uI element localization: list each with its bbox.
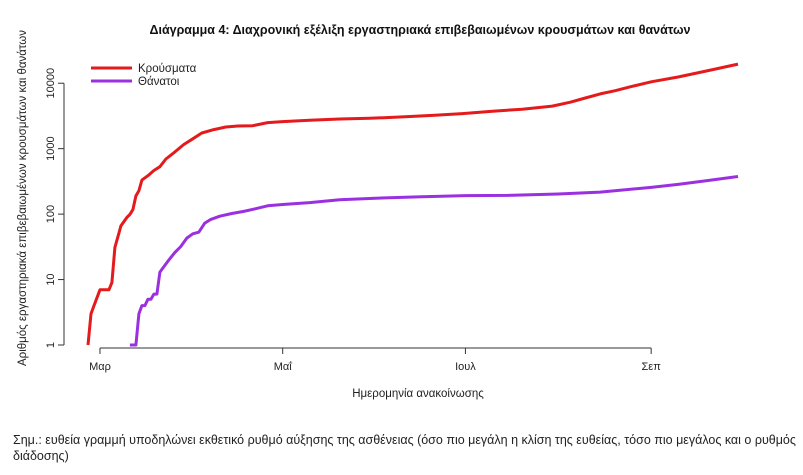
series-line (86, 62, 739, 346)
y-axis-label: Αριθμός εργαστηριακά επιβεβαιωμένων κρου… (17, 30, 29, 366)
x-axis: Μαρ Μαΐ Ιουλ Σεπ (89, 347, 662, 373)
plot-series (86, 62, 739, 347)
y-tick-label: 10 (45, 273, 57, 285)
chart-footnote: Σημ.: ευθεία γραμμή υποδηλώνει εκθετικό … (13, 433, 796, 463)
x-tick-label: Ιουλ (455, 361, 476, 373)
y-axis: 1 10 100 1000 10000 (45, 68, 65, 348)
chart-title: Διάγραμμα 4: Διαχρονική εξέλιξη εργαστηρ… (149, 23, 690, 37)
y-tick-label: 1 (45, 342, 57, 348)
series-line (129, 175, 739, 347)
y-tick-label: 1000 (45, 136, 57, 160)
x-tick-label: Μαρ (89, 361, 111, 373)
legend-label: Κρούσματα (138, 63, 197, 75)
x-tick-label: Μαΐ (274, 361, 293, 373)
y-tick-label: 10000 (45, 68, 57, 99)
legend-label: Θάνατοι (138, 76, 180, 88)
y-tick-label: 100 (45, 205, 57, 223)
chart-figure: Διάγραμμα 4: Διαχρονική εξέλιξη εργαστηρ… (17, 23, 739, 400)
x-axis-label: Ημερομηνία ανακοίνωσης (352, 388, 484, 400)
x-tick-label: Σεπ (642, 361, 662, 373)
